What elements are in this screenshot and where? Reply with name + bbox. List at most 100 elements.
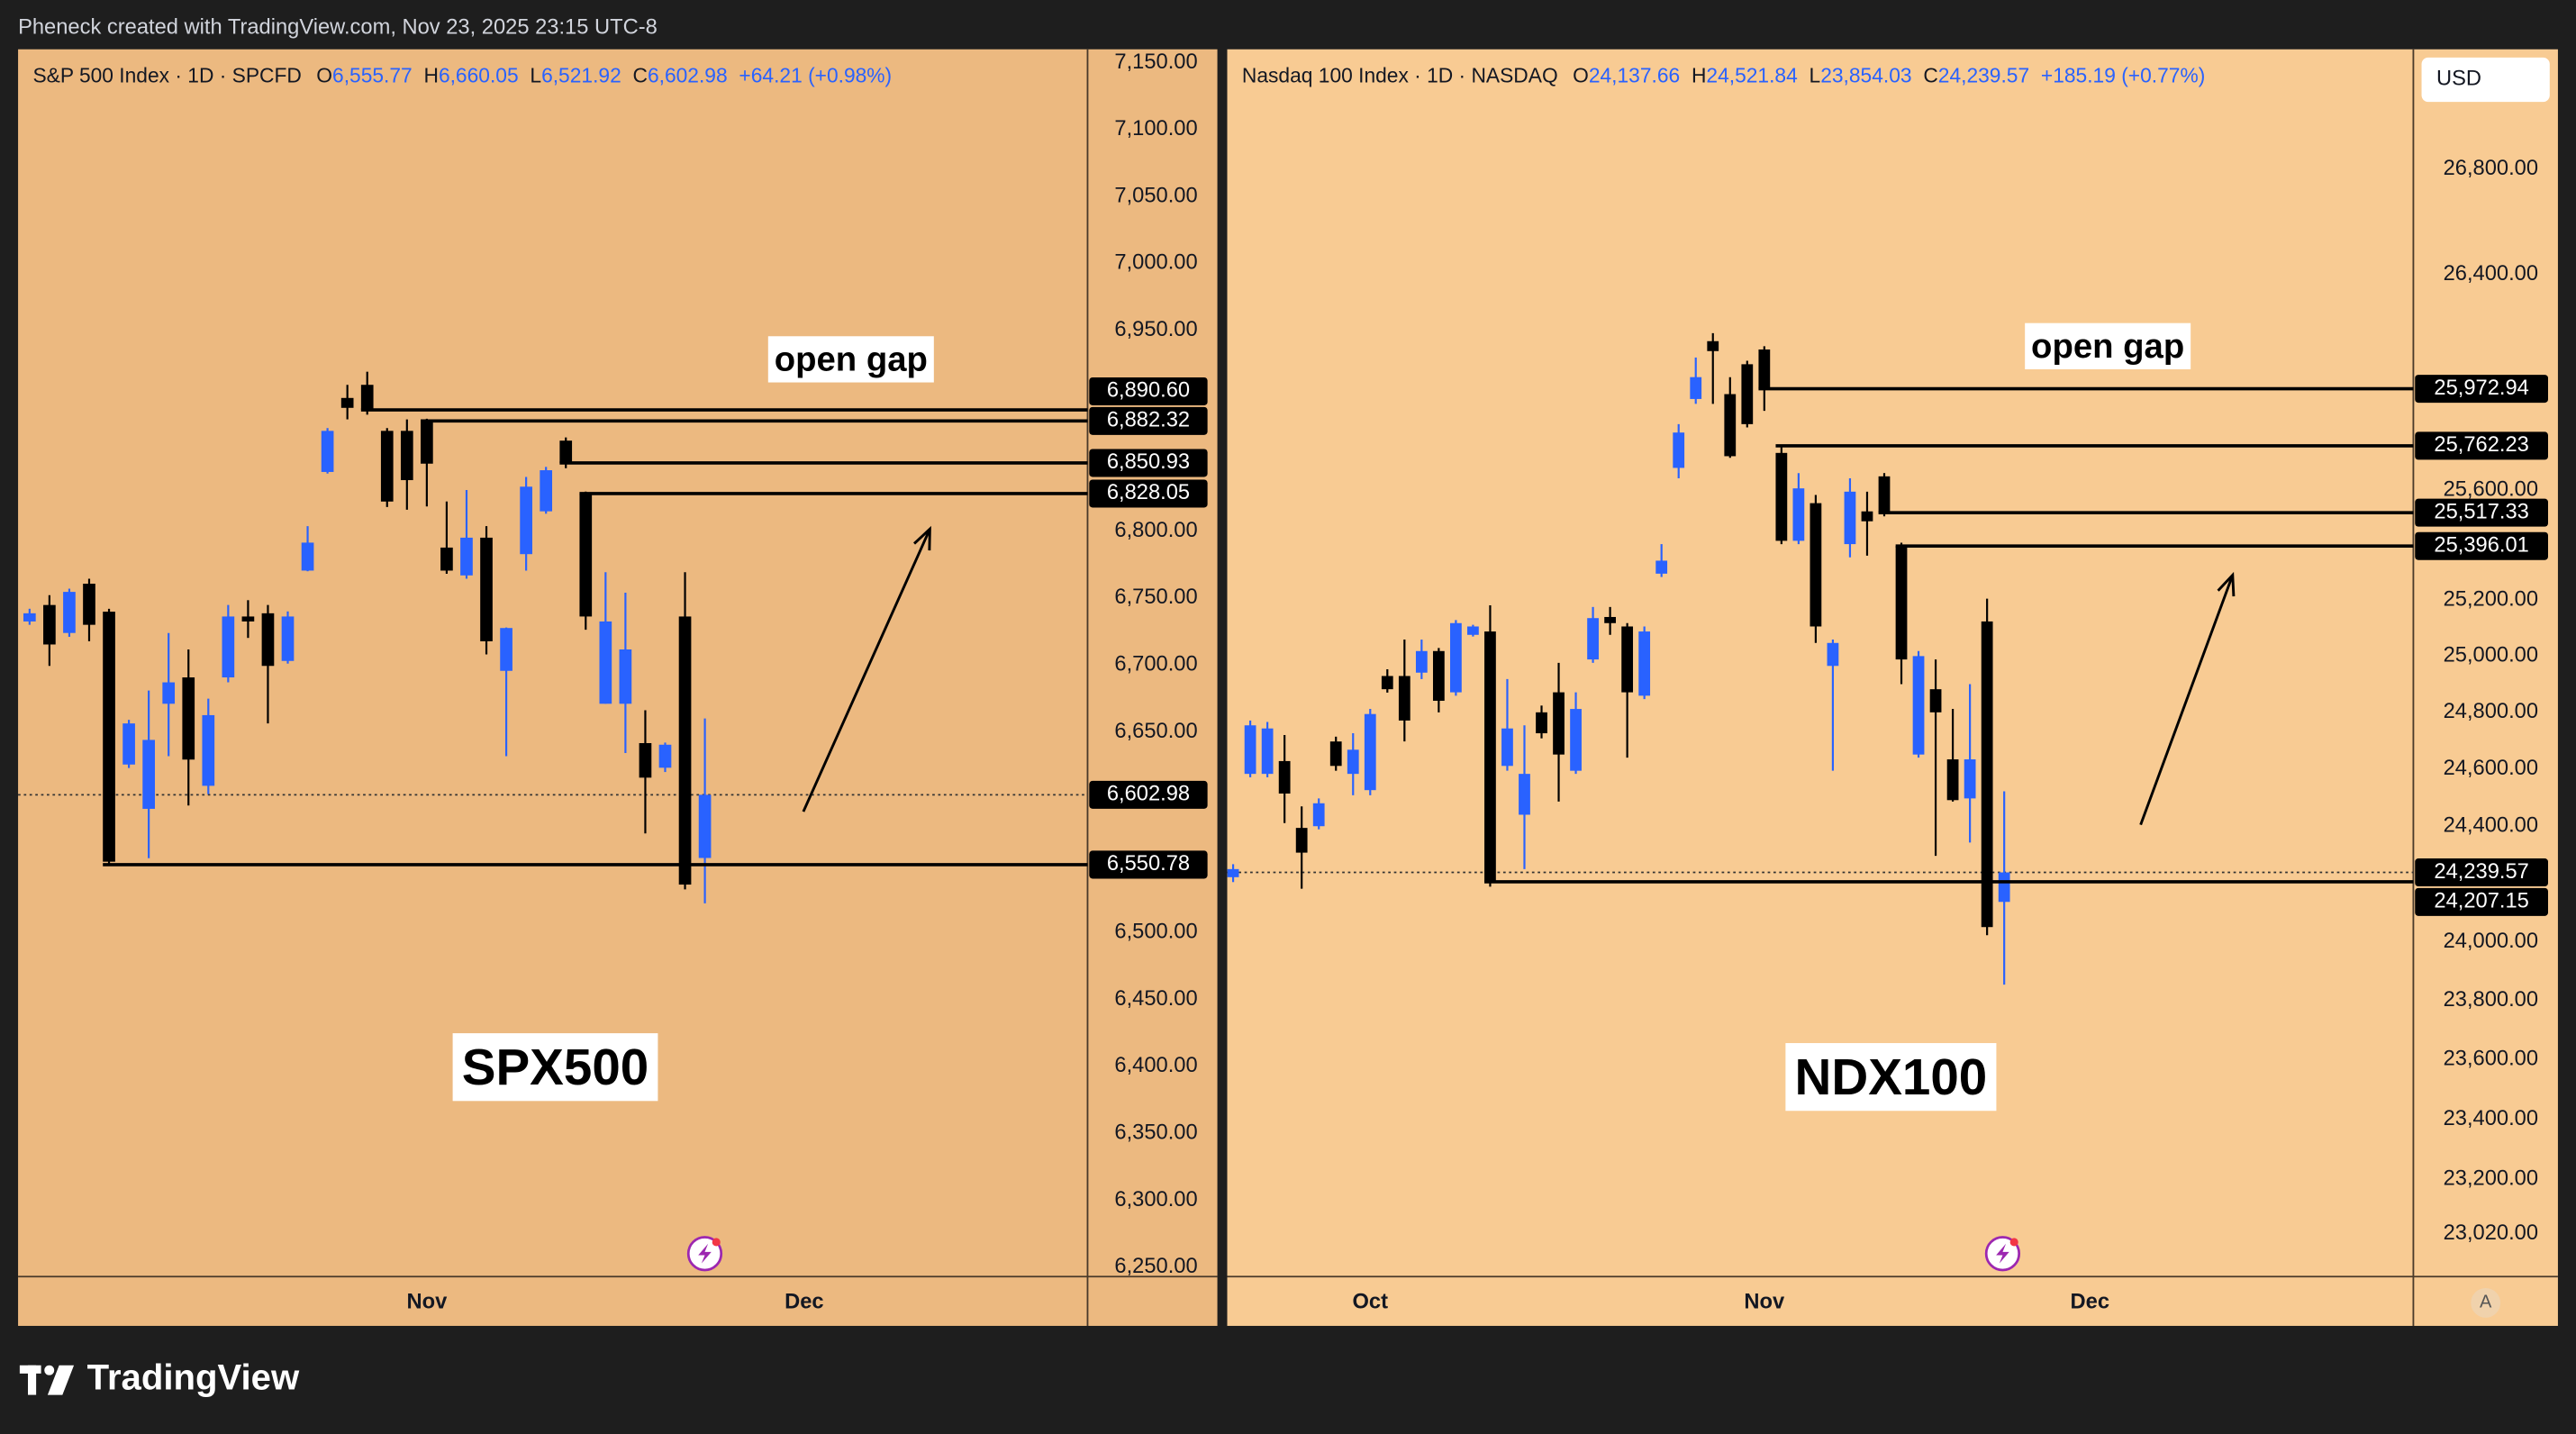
scale-mode: A	[2480, 1293, 2492, 1312]
legend-value: 6,555.77	[332, 64, 413, 87]
legend-key: O	[316, 64, 332, 87]
candle-body	[1501, 728, 1513, 767]
candle-body	[1519, 774, 1530, 815]
y-tick-label: 6,950.00	[1114, 318, 1197, 341]
panel	[18, 49, 1218, 1326]
last-price-box	[2415, 858, 2548, 887]
header: Pheneck created with TradingView.com, No…	[18, 15, 658, 39]
legend-change: +64.21 (+0.98%)	[739, 64, 892, 87]
candle-body	[1553, 692, 1565, 755]
candle-body	[698, 794, 712, 858]
candle-body	[1673, 432, 1685, 468]
currency-box	[2421, 57, 2550, 103]
candle-body	[1792, 488, 1805, 541]
candle-body	[122, 723, 135, 765]
candle-body	[658, 744, 672, 768]
candle-body	[1638, 631, 1651, 696]
candle-body	[400, 431, 413, 481]
watermark: NDX100	[1795, 1048, 1988, 1105]
level-price-label: 24,207.15	[2434, 890, 2528, 913]
y-tick-label: 6,300.00	[1114, 1188, 1197, 1212]
level-price-label: 6,850.93	[1107, 450, 1190, 474]
logo-part	[28, 1365, 37, 1395]
scale-mode-button[interactable]	[2471, 1288, 2501, 1318]
arrow-head	[913, 525, 931, 551]
candle-body	[1690, 377, 1702, 399]
currency[interactable]: USD	[2436, 68, 2481, 91]
y-tick-label: 26,800.00	[2444, 157, 2538, 180]
level-price-label: 25,517.33	[2434, 500, 2528, 523]
level-price-box	[1089, 377, 1208, 405]
candle-body	[321, 431, 334, 472]
last-price-label: 24,239.57	[2434, 860, 2528, 884]
candle-body	[1621, 626, 1634, 693]
candle-body	[1244, 725, 1256, 775]
candle-body	[1312, 803, 1325, 827]
level-price-label: 6,550.78	[1107, 852, 1190, 876]
candle-body	[520, 486, 532, 555]
watermark: SPX500	[462, 1039, 649, 1095]
candle-body	[162, 682, 176, 704]
note-box	[767, 336, 934, 383]
legend-value: 6,602.98	[648, 64, 728, 87]
candle-body	[1398, 676, 1410, 721]
y-tick-label: 23,400.00	[2444, 1107, 2538, 1130]
x-tick-label: Nov	[1744, 1291, 1785, 1314]
watermark-box	[452, 1033, 658, 1102]
candle-body	[1536, 712, 1547, 734]
level-price-label: 25,972.94	[2434, 377, 2528, 400]
legend-key: L	[530, 64, 541, 87]
level-price-label: 25,396.01	[2434, 533, 2528, 557]
candle-body	[480, 537, 493, 641]
candle-body	[360, 385, 374, 411]
candle-body	[421, 421, 433, 464]
candle-body	[1964, 759, 1976, 799]
candle-body	[241, 616, 255, 622]
candle-body	[599, 621, 612, 704]
level-price-label: 6,882.32	[1107, 409, 1190, 432]
level-price-box	[1089, 449, 1208, 477]
candle-body	[43, 604, 56, 645]
candle-body	[261, 613, 275, 667]
legend-value: 6,660.05	[439, 64, 519, 87]
y-tick-label: 6,500.00	[1114, 921, 1197, 944]
brand-logo	[19, 1365, 75, 1395]
candle-body	[460, 537, 473, 576]
note-box	[2025, 322, 2191, 369]
y-tick-label: 25,200.00	[2444, 588, 2538, 612]
y-tick-label: 6,700.00	[1114, 652, 1197, 676]
x-tick-label: Nov	[406, 1291, 448, 1314]
legend-value: 6,521.92	[541, 64, 621, 87]
y-tick-label: 6,250.00	[1114, 1255, 1197, 1278]
x-tick-label: Oct	[1353, 1291, 1389, 1314]
legend-value: 23,854.03	[1820, 64, 1911, 87]
level-price-box	[1089, 479, 1208, 508]
candle-body	[1227, 868, 1239, 877]
candle-body	[1432, 650, 1445, 701]
arrow-line	[802, 528, 931, 812]
logo-part	[44, 1365, 55, 1375]
y-tick-label: 6,400.00	[1114, 1054, 1197, 1077]
level-price-box	[2415, 375, 2548, 404]
candle-body	[1946, 759, 1959, 801]
candle-body	[63, 592, 76, 633]
y-tick-label: 23,800.00	[2444, 988, 2538, 1012]
candle-body	[1998, 872, 2010, 903]
level-price-box	[1089, 850, 1208, 879]
candle-body	[1570, 709, 1582, 771]
candle-body	[1484, 631, 1496, 882]
candle-body	[579, 494, 593, 617]
level-price-box	[2415, 498, 2548, 527]
candle-body	[23, 613, 36, 622]
y-tick-label: 6,750.00	[1114, 585, 1197, 609]
candle-body	[1467, 626, 1479, 635]
level-price-label: 25,762.23	[2434, 433, 2528, 457]
level-price-box	[2415, 431, 2548, 460]
y-tick-label: 25,000.00	[2444, 644, 2538, 667]
y-tick-label: 24,800.00	[2444, 700, 2538, 723]
brand: TradingView	[87, 1357, 300, 1398]
candle-body	[202, 714, 215, 786]
candle-body	[1278, 760, 1291, 794]
candle-body	[1844, 491, 1856, 545]
level-price-box	[1089, 406, 1208, 435]
